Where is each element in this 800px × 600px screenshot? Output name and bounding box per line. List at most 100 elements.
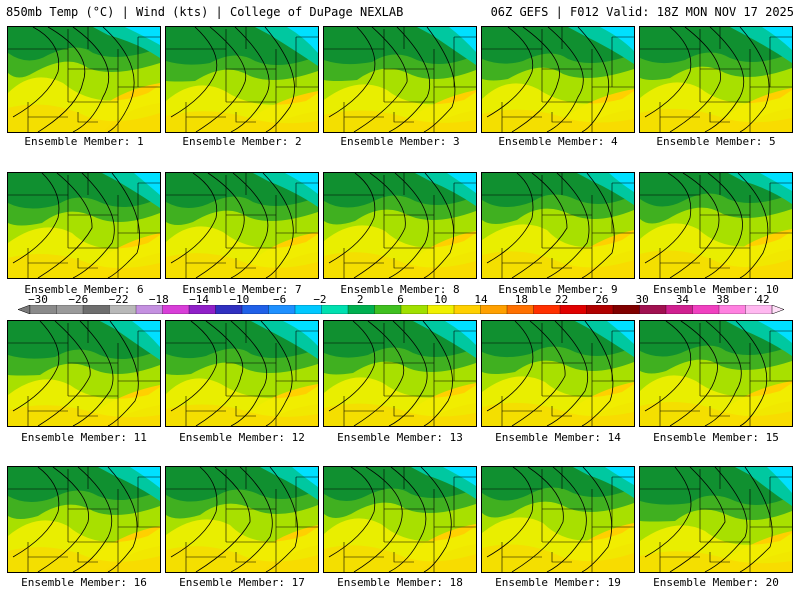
ensemble-member-label: Ensemble Member: 7 (182, 283, 302, 296)
ensemble-map-panel (639, 320, 793, 427)
colorbar-tick-label: 2 (356, 293, 364, 306)
temperature-colorbar: −30 −26 −22 −18 −14 −10 −6 −2 2 6 10 14 18 22 26 30 34 38… (0, 293, 800, 317)
temperature-map (8, 321, 160, 426)
colorbar-tick-label: −26 (68, 293, 89, 306)
colorbar-tick-label: 22 (554, 293, 569, 306)
ensemble-member-label: Ensemble Member: 17 (179, 576, 305, 589)
colorbar-swatch (135, 305, 163, 314)
temperature-map (166, 173, 318, 278)
ensemble-map-panel (165, 466, 319, 573)
ensemble-map-panel (323, 466, 477, 573)
ensemble-member-label: Ensemble Member: 14 (495, 431, 621, 444)
temperature-map (640, 467, 792, 572)
ensemble-map-panel (481, 466, 635, 573)
colorbar-swatch (188, 305, 216, 314)
colorbar-swatch (321, 305, 349, 314)
temperature-map (8, 27, 160, 132)
temperature-map (324, 27, 476, 132)
ensemble-map-panel (639, 466, 793, 573)
colorbar-swatch (427, 305, 455, 314)
colorbar-swatch (559, 305, 587, 314)
temperature-map (324, 173, 476, 278)
ensemble-map-panel (165, 26, 319, 133)
temperature-map (324, 467, 476, 572)
colorbar-tick-label: −22 (108, 293, 129, 306)
header-right-title: 06Z GEFS | F012 Valid: 18Z MON NOV 17 20… (490, 5, 794, 19)
ensemble-member-label: Ensemble Member: 8 (340, 283, 460, 296)
temperature-map (8, 467, 160, 572)
ensemble-map-panel (323, 172, 477, 279)
colorbar-tick-label: 10 (434, 293, 448, 306)
ensemble-map-panel (639, 26, 793, 133)
colorbar-tick-label: −14 (189, 293, 210, 306)
colorbar-tick-label: 26 (595, 293, 609, 306)
temperature-map (482, 321, 634, 426)
ensemble-map-panel (481, 172, 635, 279)
temperature-map (640, 27, 792, 132)
colorbar-swatch (453, 305, 481, 314)
ensemble-map-panel (7, 172, 161, 279)
temperature-map (166, 467, 318, 572)
ensemble-map-panel (481, 26, 635, 133)
colorbar-swatch (400, 305, 428, 314)
ensemble-map-panel (481, 320, 635, 427)
ensemble-member-label: Ensemble Member: 11 (21, 431, 147, 444)
colorbar-swatch (745, 305, 773, 314)
header: 850mb Temp (°C) | Wind (kts) | College o… (0, 0, 800, 24)
temperature-map (640, 321, 792, 426)
ensemble-member-label: Ensemble Member: 4 (498, 135, 618, 148)
colorbar-tick-label: 14 (474, 293, 488, 306)
ensemble-map-panel (7, 26, 161, 133)
colorbar-swatch (374, 305, 402, 314)
colorbar-swatch (56, 305, 84, 314)
temperature-map (482, 27, 634, 132)
colorbar-swatch (215, 305, 243, 314)
ensemble-member-label: Ensemble Member: 12 (179, 431, 305, 444)
colorbar-tick-label: −10 (229, 293, 250, 306)
colorbar-swatch (718, 305, 746, 314)
colorbar-swatch (639, 305, 667, 314)
ensemble-member-label: Ensemble Member: 13 (337, 431, 463, 444)
ensemble-map-panel (639, 172, 793, 279)
colorbar-swatch (294, 305, 322, 314)
ensemble-member-label: Ensemble Member: 18 (337, 576, 463, 589)
colorbar-swatch (506, 305, 534, 314)
ensemble-member-label: Ensemble Member: 9 (498, 283, 618, 296)
colorbar-swatch (665, 305, 693, 314)
ensemble-member-label: Ensemble Member: 2 (182, 135, 302, 148)
colorbar-tick-label: 38 (716, 293, 730, 306)
colorbar-swatch (162, 305, 190, 314)
colorbar-swatch (586, 305, 614, 314)
ensemble-member-label: Ensemble Member: 1 (24, 135, 144, 148)
colorbar-tick-label: 42 (756, 293, 770, 306)
colorbar-swatch (82, 305, 110, 314)
ensemble-map-panel (323, 26, 477, 133)
ensemble-member-label: Ensemble Member: 16 (21, 576, 147, 589)
ensemble-map-panel (7, 466, 161, 573)
colorbar-swatch (241, 305, 269, 314)
temperature-map (482, 467, 634, 572)
temperature-map (166, 321, 318, 426)
colorbar-low-tip (18, 305, 31, 314)
colorbar-swatch (109, 305, 137, 314)
colorbar-strip (18, 305, 784, 314)
ensemble-map-panel (165, 172, 319, 279)
colorbar-tick-label: −2 (313, 293, 327, 306)
colorbar-swatch (268, 305, 296, 314)
colorbar-high-tip (771, 305, 784, 314)
colorbar-tick-label: 18 (514, 293, 528, 306)
temperature-map (482, 173, 634, 278)
colorbar-tick-label: −30 (28, 293, 48, 306)
colorbar-swatch (692, 305, 720, 314)
colorbar-swatch (347, 305, 375, 314)
colorbar-swatch (612, 305, 640, 314)
colorbar-tick-label: −6 (273, 293, 287, 306)
colorbar-tick-label: 34 (675, 293, 690, 306)
ensemble-member-label: Ensemble Member: 10 (653, 283, 779, 296)
colorbar-swatch (29, 305, 57, 314)
ensemble-map-panel (323, 320, 477, 427)
colorbar-swatch (533, 305, 561, 314)
ensemble-member-label: Ensemble Member: 20 (653, 576, 779, 589)
temperature-map (166, 27, 318, 132)
ensemble-member-label: Ensemble Member: 3 (340, 135, 460, 148)
